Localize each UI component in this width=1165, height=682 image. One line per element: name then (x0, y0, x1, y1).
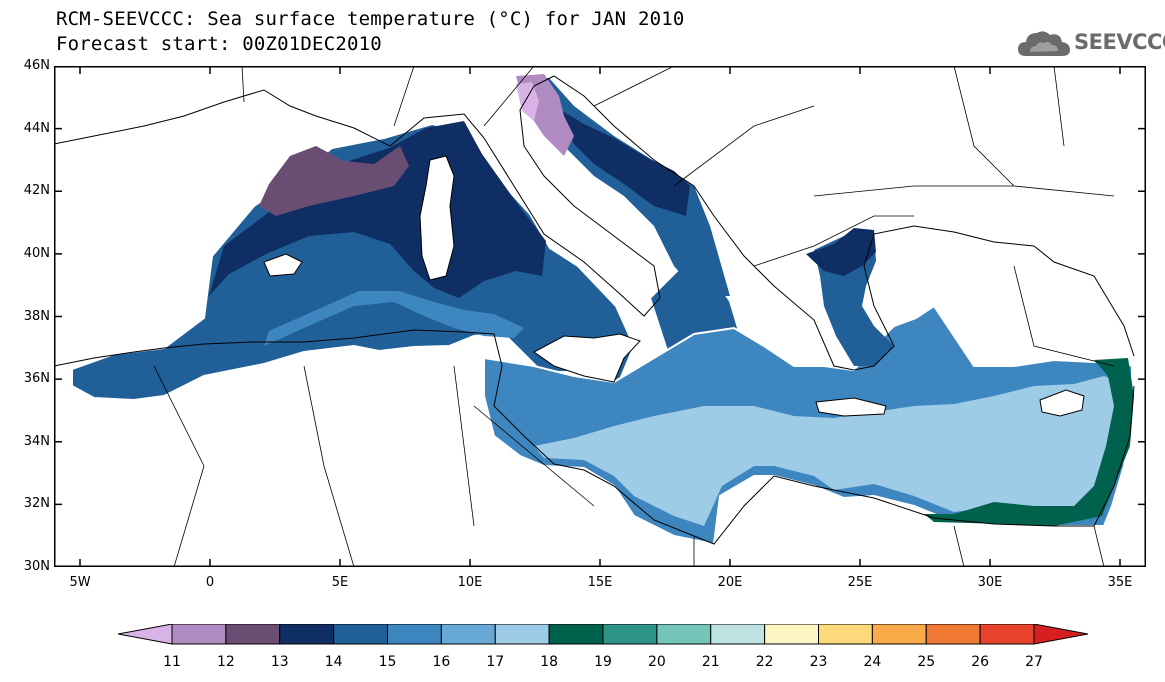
legend-swatch (871, 624, 927, 645)
lon-tick-label: 30E (977, 575, 1003, 590)
land-sicily (533, 333, 641, 383)
sea-levant-19 (924, 358, 1134, 526)
legend-label: 14 (325, 654, 343, 670)
legend-swatch (602, 624, 658, 645)
legend-label: 17 (486, 654, 504, 670)
legend-swatch (279, 624, 335, 645)
sea-adriatic-14 (554, 106, 690, 216)
coastline-europe (54, 75, 1135, 371)
lon-tick-label: 5E (331, 575, 349, 590)
legend-swatch (818, 624, 873, 645)
legend-swatches (118, 624, 1088, 645)
legend-label: 13 (271, 654, 289, 670)
legend-label: 15 (379, 654, 397, 670)
lat-tick-label: 46N (23, 58, 50, 73)
sst-map (54, 66, 1146, 567)
lon-tick-label: 5W (69, 575, 91, 590)
lat-tick-label: 38N (23, 308, 50, 324)
lon-tick-label: 25E (847, 575, 873, 590)
sea-west-med-16 (264, 291, 524, 346)
legend-swatch-low-arrow (118, 624, 173, 645)
legend-label: 21 (702, 654, 720, 670)
land-balearics (263, 253, 303, 277)
lon-tick-label: 35E (1107, 575, 1133, 590)
lat-tick-label: 44N (23, 120, 50, 136)
lon-tick-label: 10E (457, 575, 483, 590)
legend-label: 16 (432, 654, 450, 670)
legend-label: 20 (648, 654, 666, 670)
legend-swatch (387, 624, 442, 645)
lat-tick-label: 42N (23, 183, 50, 199)
legend-swatch-high-arrow (1033, 624, 1088, 645)
forecast-start-label: Forecast start: 00Z01DEC2010 (56, 33, 382, 55)
legend-label: 11 (163, 654, 181, 670)
map-title: RCM-SEEVCCC: Sea surface temperature (°C… (56, 8, 685, 30)
legend-label: 27 (1025, 654, 1043, 670)
land-corsica (419, 155, 455, 281)
lat-tick-label: 34N (23, 433, 50, 449)
legend-swatch (710, 624, 766, 645)
logo-text: SEEVCCC (1074, 30, 1165, 54)
lon-tick-label: 0 (205, 575, 215, 590)
lat-tick-label: 32N (23, 496, 50, 512)
legend-swatch (979, 624, 1035, 645)
legend-label: 24 (863, 654, 881, 670)
sea-north-adriatic-11 (516, 82, 539, 121)
legend-label: 26 (971, 654, 989, 670)
sea-west-med-14 (209, 121, 546, 298)
legend-label: 18 (540, 654, 558, 670)
lon-tick-label: 15E (587, 575, 613, 590)
legend-swatch (656, 624, 712, 645)
legend-swatch (925, 624, 981, 645)
lat-tick-label: 30N (23, 559, 50, 574)
legend-label: 19 (594, 654, 612, 670)
legend-label: 22 (756, 654, 774, 670)
seevccc-logo: SEEVCCC (1016, 22, 1165, 62)
color-legend: 11 12 13 14 15 16 17 18 19 20 21 22 23 24 25 26 27 (118, 624, 1088, 670)
lat-tick-label: 36N (23, 371, 50, 387)
legend-swatch (225, 624, 281, 645)
cloud-icon (1018, 31, 1070, 56)
sea-aegean-14 (806, 228, 876, 276)
coastline-north-africa (54, 329, 1135, 545)
country-borders (153, 66, 1115, 567)
sea-east-med-17 (534, 376, 1124, 526)
legend-swatch (440, 624, 496, 645)
land-crete (815, 397, 887, 417)
legend-swatch (494, 624, 550, 645)
lat-tick-label: 40N (23, 245, 50, 261)
legend-swatch (548, 624, 604, 645)
legend-swatch (333, 624, 388, 645)
land-cyprus (1039, 389, 1085, 417)
legend-swatch (171, 624, 227, 645)
legend-label: 23 (810, 654, 828, 670)
legend-labels: 11 12 13 14 15 16 17 18 19 20 21 22 23 24 25 26 27 (163, 654, 1043, 670)
sea-gulf-of-lion-13 (259, 146, 409, 216)
legend-swatch (764, 624, 819, 645)
legend-label: 25 (917, 654, 935, 670)
map-frame (54, 66, 1146, 567)
legend-label: 12 (217, 654, 235, 670)
lon-tick-label: 20E (717, 575, 743, 590)
